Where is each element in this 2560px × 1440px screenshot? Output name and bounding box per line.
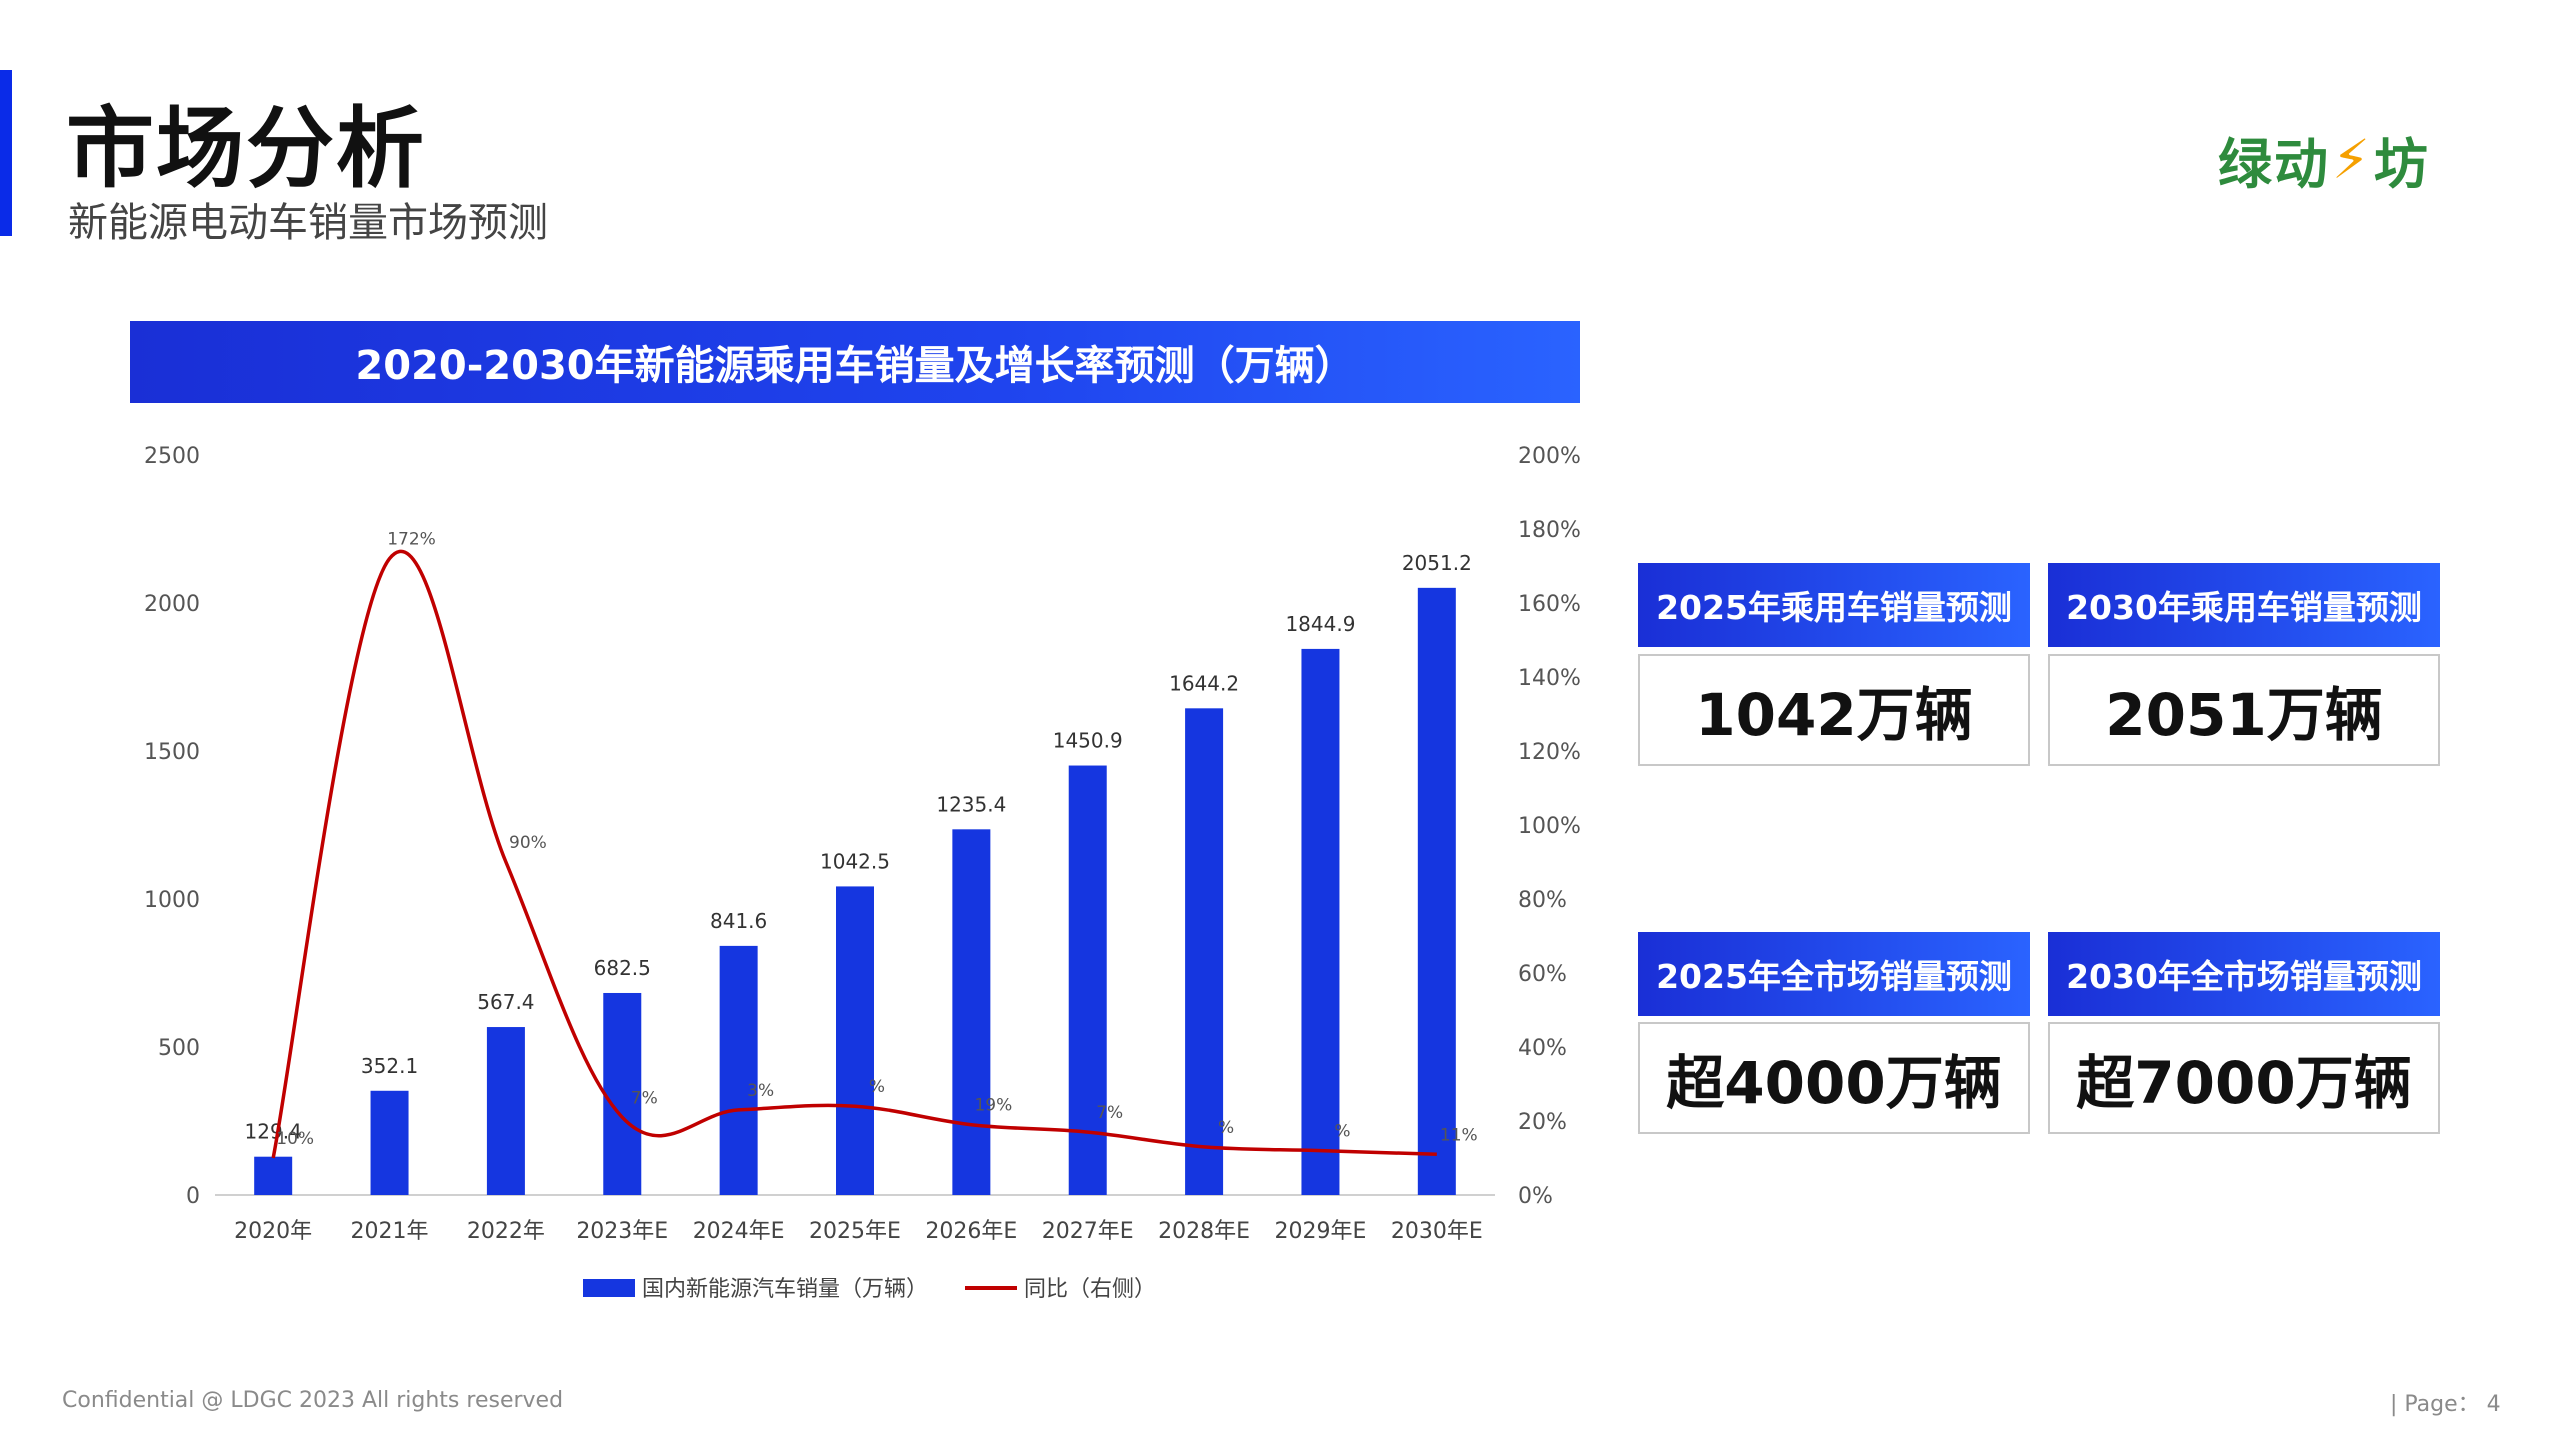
bar-data-label: 1844.9 <box>1285 612 1355 636</box>
x-tick-label: 2030年E <box>1391 1219 1483 1244</box>
x-tick-label: 2029年E <box>1275 1219 1367 1244</box>
y-left-tick-label: 0 <box>186 1184 200 1209</box>
card-title-2025-passenger: 2025年乘用车销量预测 <box>1638 563 2030 647</box>
y-right-tick-label: 140% <box>1518 666 1581 691</box>
x-tick-label: 2024年E <box>693 1219 785 1244</box>
line-data-label: % <box>1218 1118 1234 1138</box>
card-value-2030-passenger: 2051万辆 <box>2048 654 2440 766</box>
line-data-label: 3% <box>747 1081 774 1101</box>
bar <box>1417 587 1456 1195</box>
bar <box>603 992 642 1195</box>
card-value-2025-market: 超4000万辆 <box>1638 1022 2030 1134</box>
bar-data-label: 1644.2 <box>1169 671 1239 695</box>
y-right-tick-label: 120% <box>1518 740 1581 765</box>
line-data-label: % <box>869 1077 885 1097</box>
y-right-tick-label: 200% <box>1518 444 1581 469</box>
bar-data-label: 1042.5 <box>820 849 890 873</box>
y-right-tick-label: 40% <box>1518 1036 1567 1061</box>
bar <box>254 1156 293 1195</box>
bar <box>1068 765 1107 1195</box>
card-value-2030-market: 超7000万辆 <box>2048 1022 2440 1134</box>
y-right-tick-label: 20% <box>1518 1110 1567 1135</box>
x-tick-label: 2026年E <box>925 1219 1017 1244</box>
y-right-tick-label: 160% <box>1518 592 1581 617</box>
y-right-tick-label: 100% <box>1518 814 1581 839</box>
y-left-tick-label: 2500 <box>144 444 200 469</box>
bar-data-label: 841.6 <box>710 909 767 933</box>
growth-line <box>271 549 1437 1159</box>
bar <box>486 1027 525 1195</box>
bar-data-label: 1450.9 <box>1053 729 1123 753</box>
y-left-tick-label: 500 <box>158 1036 200 1061</box>
footer-confidential: Confidential @ LDGC 2023 All rights rese… <box>62 1388 564 1413</box>
bar-data-label: 352.1 <box>361 1054 418 1078</box>
combo-chart: 0 500 1000 1500 2000 2500 0% 20% 40% 60% 80% 100% 12… <box>144 444 1581 1302</box>
y-right-tick-label: 180% <box>1518 518 1581 543</box>
bar <box>719 945 758 1195</box>
y-left-tick-label: 1500 <box>144 740 200 765</box>
bar-data-label: 2051.2 <box>1402 551 1472 575</box>
line-data-label: % <box>1334 1122 1350 1142</box>
legend-line-label: 同比（右侧） <box>1024 1277 1156 1302</box>
line-data-label: 90% <box>509 833 547 853</box>
x-tick-label: 2025年E <box>809 1219 901 1244</box>
card-title-2025-market: 2025年全市场销量预测 <box>1638 932 2030 1016</box>
legend-bar-label: 国内新能源汽车销量（万辆） <box>642 1277 928 1302</box>
x-tick-label: 2020年 <box>234 1219 312 1244</box>
y-right-tick-label: 80% <box>1518 888 1567 913</box>
logo-text-right: 坊 <box>2373 132 2430 196</box>
logo-text-left: 绿动 <box>2218 132 2330 196</box>
bar <box>952 829 991 1195</box>
legend-bar-swatch <box>583 1279 635 1297</box>
bar-data-label: 682.5 <box>594 956 651 980</box>
y-left-tick-label: 1000 <box>144 888 200 913</box>
x-tick-label: 2021年 <box>351 1219 429 1244</box>
x-tick-label: 2023年E <box>576 1219 668 1244</box>
line-data-label: 7% <box>631 1088 658 1108</box>
line-data-label: 10% <box>276 1129 314 1149</box>
y-right-tick-label: 0% <box>1518 1184 1553 1209</box>
y-right-tick-label: 60% <box>1518 962 1567 987</box>
lightning-icon: ⚡ <box>2332 127 2372 191</box>
card-value-2025-passenger: 1042万辆 <box>1638 654 2030 766</box>
card-title-2030-passenger: 2030年乘用车销量预测 <box>2048 563 2440 647</box>
bar <box>836 886 874 1195</box>
line-data-label: 172% <box>387 530 436 550</box>
chart-title-banner: 2020-2030年新能源乘用车销量及增长率预测（万辆） <box>130 321 1580 403</box>
y-left-tick-label: 2000 <box>144 592 200 617</box>
bar <box>370 1090 409 1195</box>
x-tick-label: 2028年E <box>1158 1219 1250 1244</box>
line-data-label: 7% <box>1096 1103 1123 1123</box>
bar <box>1301 648 1340 1195</box>
card-title-2030-market: 2030年全市场销量预测 <box>2048 932 2440 1016</box>
brand-logo: 绿动 ⚡ 坊 <box>2218 124 2518 196</box>
x-tick-label: 2022年 <box>467 1219 545 1244</box>
page-subtitle: 新能源电动车销量市场预测 <box>68 200 548 246</box>
page-title: 市场分析 <box>66 97 427 200</box>
line-data-label: 19% <box>974 1096 1012 1116</box>
bar <box>1185 708 1224 1195</box>
x-tick-label: 2027年E <box>1042 1219 1134 1244</box>
footer-page-number: | Page： 4 <box>2390 1392 2501 1417</box>
title-accent-bar <box>0 70 12 236</box>
bar-data-label: 1235.4 <box>936 792 1006 816</box>
bar-data-label: 129.4 <box>245 1120 302 1144</box>
line-data-label: 11% <box>1440 1125 1478 1145</box>
bar-data-label: 567.4 <box>477 990 534 1014</box>
